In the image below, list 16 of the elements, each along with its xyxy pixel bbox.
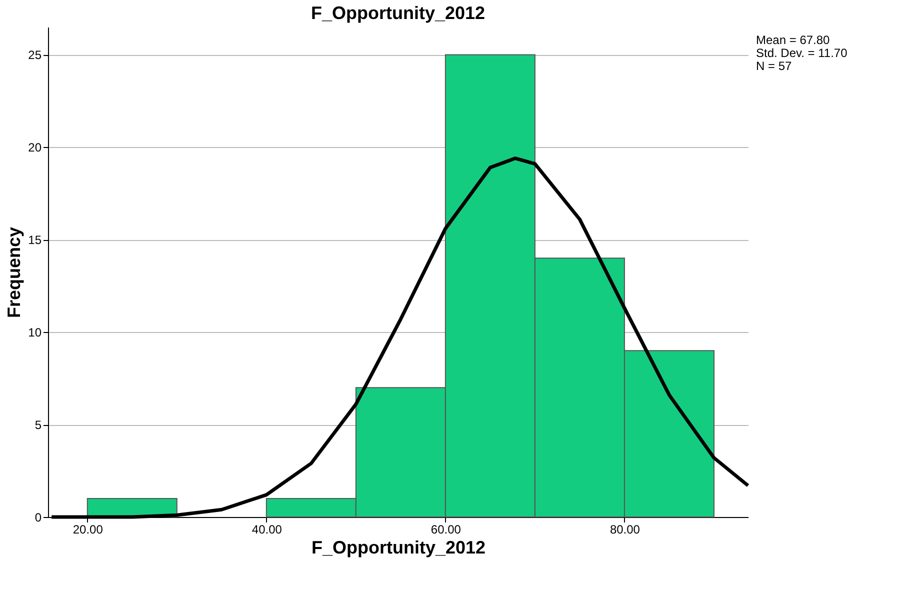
chart-title: F_Opportunity_2012 <box>310 3 486 23</box>
text: Std. Dev. = 11.70 <box>756 46 848 60</box>
x-axis-title: F_Opportunity_2012 <box>311 538 486 558</box>
x-tick-label: 20.00 <box>72 522 104 536</box>
y-axis-title: Frequency <box>4 226 24 318</box>
y-tick-label: 5 <box>34 418 42 432</box>
y-tick-label: 0 <box>34 510 42 524</box>
x-tick-label: 40.00 <box>252 522 282 536</box>
y-tick-label: 25 <box>28 48 42 62</box>
text: N = 57 <box>756 59 792 73</box>
y-tick-label: 20 <box>28 140 42 155</box>
y-tick-label: 10 <box>28 326 42 340</box>
x-tick-label: 60.00 <box>430 522 462 536</box>
text: Mean = 67.80 <box>756 33 830 47</box>
y-tick-label: 15 <box>28 233 42 248</box>
x-tick-label: 80.00 <box>610 522 640 536</box>
